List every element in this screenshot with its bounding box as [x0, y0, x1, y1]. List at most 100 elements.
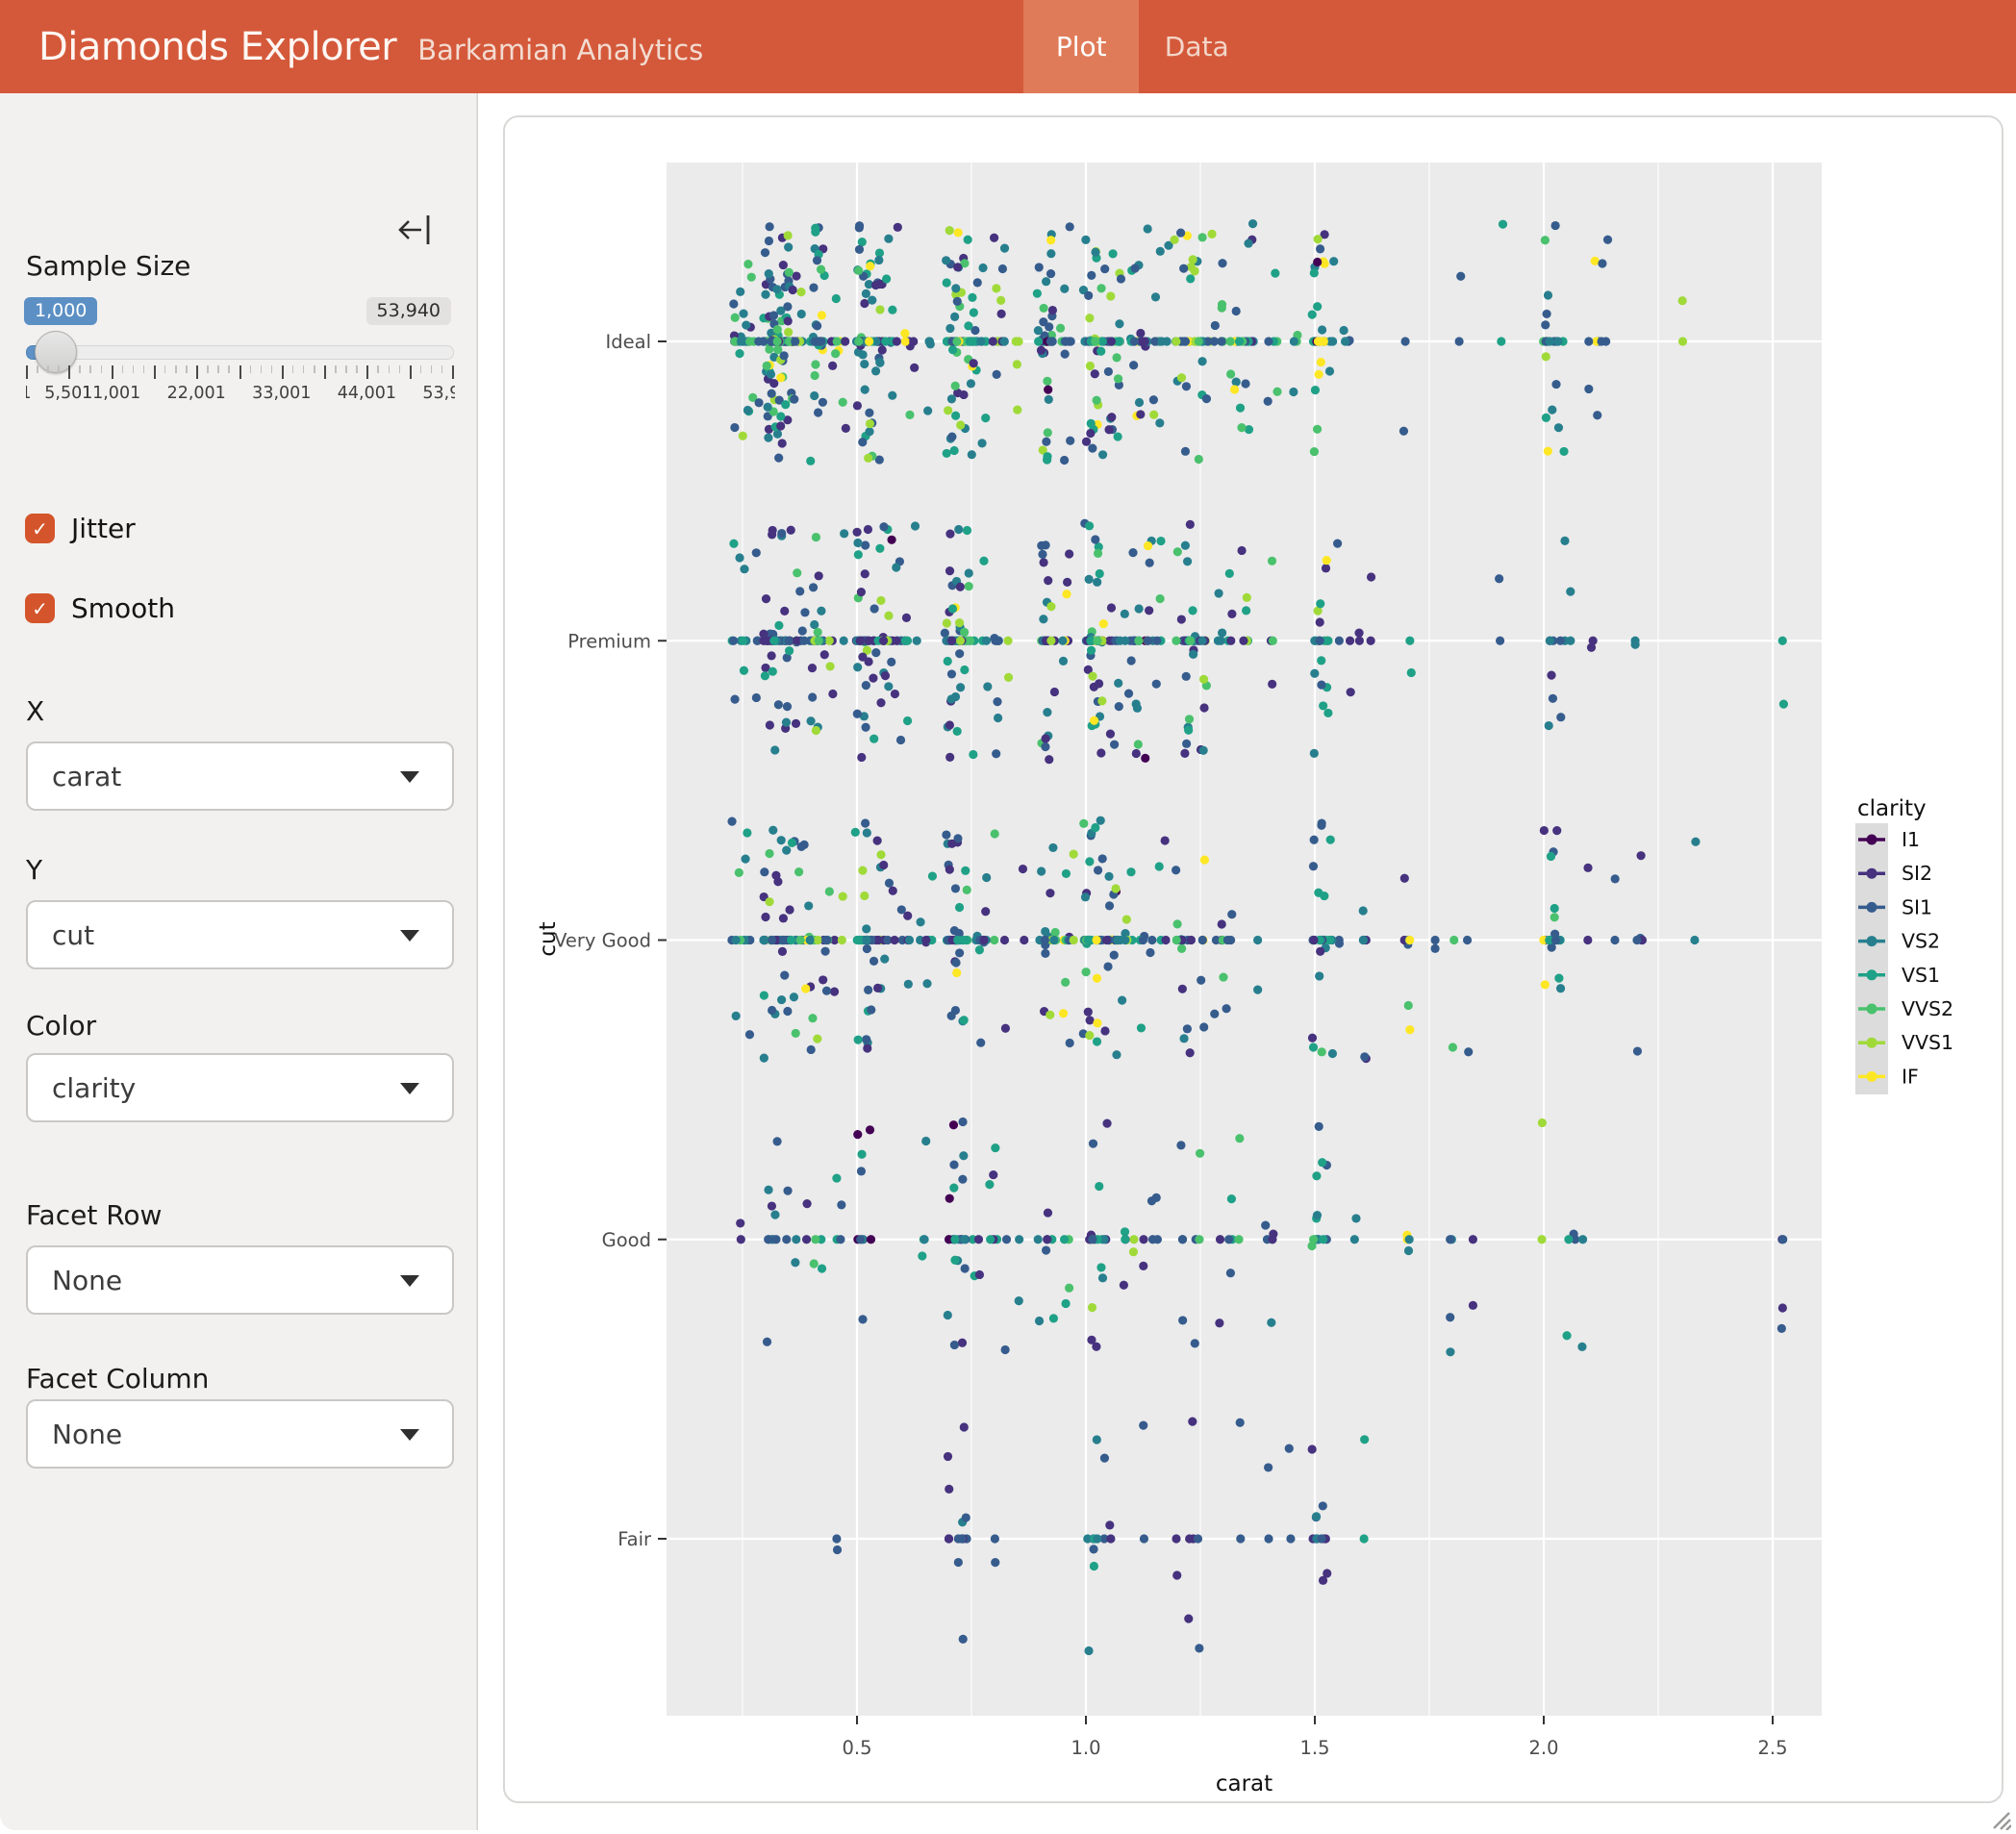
slider-value-badge: 1,000 [24, 297, 98, 325]
slider-grid-tick [249, 365, 252, 373]
tab-plot[interactable]: Plot [1023, 0, 1140, 93]
slider-max-badge: 53,940 [365, 297, 451, 325]
slider-grid-tick [239, 365, 241, 379]
x-select[interactable]: carat [26, 741, 454, 811]
slider-grid-tick [441, 365, 443, 373]
slider-grid-tick [100, 365, 103, 373]
slider-grid-tick [314, 365, 315, 373]
legend-label: VVS2 [1902, 997, 1953, 1020]
svg-text:Premium: Premium [567, 630, 651, 652]
svg-text:Good: Good [602, 1229, 651, 1251]
chevron-down-icon [400, 771, 419, 783]
smooth-checkbox[interactable]: ✓ Smooth [25, 592, 175, 624]
main-content: 0.5 1.0 1.5 2.0 2.5 carat Fair Good Very Good Pre… [478, 93, 2016, 1833]
svg-text:Very Good: Very Good [554, 930, 651, 952]
slider-grid-tick [89, 365, 91, 373]
slider-grid-tick [419, 365, 422, 373]
sidebar-collapse-icon[interactable] [396, 210, 439, 250]
slider-grid-tick [452, 365, 454, 379]
app-subtitle: Barkamian Analytics [417, 33, 704, 66]
svg-text:1.0: 1.0 [1071, 1737, 1100, 1759]
slider-grid-tick [111, 365, 113, 379]
svg-text:Ideal: Ideal [606, 331, 652, 353]
resize-grip-icon[interactable] [1986, 1805, 2012, 1831]
slider-grid-tick [377, 365, 379, 373]
legend-key-strip [1855, 823, 1888, 1094]
legend-label: SI2 [1902, 862, 1932, 885]
slider-grid-tick [132, 365, 135, 373]
color-select-label: Color [26, 1010, 97, 1042]
color-select[interactable]: clarity [26, 1053, 454, 1122]
slider-grid-tick [388, 365, 391, 373]
x-axis-title: carat [1216, 1771, 1273, 1796]
y-axis: Fair Good Very Good Premium Ideal [554, 331, 667, 1550]
tab-data[interactable]: Data [1164, 31, 1229, 63]
slider-grid-tick [121, 365, 124, 373]
slider-grid-tick [175, 365, 177, 373]
slider-grid-tick [207, 365, 209, 373]
slider-grid-tick [37, 365, 38, 373]
y-axis-title: cut [536, 921, 561, 956]
slider-grid-label: 22,001 [166, 384, 226, 403]
navbar-brand: Diamonds Explorer Barkamian Analytics [0, 0, 703, 93]
y-select-value: cut [52, 918, 95, 951]
slider-grid-tick [217, 365, 219, 373]
slider-grid-tick [335, 365, 337, 373]
facet-column-select-label: Facet Column [26, 1363, 210, 1394]
svg-text:Fair: Fair [617, 1528, 652, 1550]
slider-grid-tick [186, 365, 188, 373]
app-title: Diamonds Explorer [38, 24, 397, 69]
slider-grid-label: 44,001 [337, 384, 397, 403]
chevron-down-icon [400, 1429, 419, 1441]
slider-grid-tick [409, 365, 412, 379]
slider-grid-tick [324, 365, 327, 379]
facet-column-select-value: None [52, 1418, 123, 1450]
chevron-down-icon [400, 1083, 419, 1094]
slider-grid-tick [153, 365, 156, 379]
slider-grid-tick [398, 365, 401, 373]
points-layer-jitter [727, 219, 1789, 1656]
legend-label: VS2 [1902, 930, 1940, 953]
jitter-checkbox-label: Jitter [71, 513, 136, 544]
svg-text:2.0: 2.0 [1528, 1737, 1558, 1759]
x-axis: 0.5 1.0 1.5 2.0 2.5 [842, 1716, 1788, 1759]
slider-grid-label: 5,501 [44, 384, 93, 403]
sample-size-label: Sample Size [26, 250, 191, 282]
slider-grid-tick [430, 365, 433, 373]
navbar: Diamonds Explorer Barkamian Analytics Pl… [0, 0, 2016, 93]
svg-text:1.5: 1.5 [1299, 1737, 1329, 1759]
smooth-checkbox-label: Smooth [71, 592, 176, 624]
y-select[interactable]: cut [26, 900, 454, 969]
svg-text:2.5: 2.5 [1757, 1737, 1787, 1759]
legend-label: I1 [1902, 828, 1920, 851]
scatter-plot: 0.5 1.0 1.5 2.0 2.5 carat Fair Good Very Good Pre… [536, 163, 1953, 1796]
slider-grid-tick [281, 365, 284, 379]
slider-grid-tick [58, 365, 60, 373]
legend-label: IF [1902, 1065, 1919, 1088]
checkbox-box[interactable]: ✓ [25, 514, 55, 543]
sample-size-slider[interactable] [26, 331, 454, 373]
slider-grid-tick [47, 365, 49, 373]
color-select-value: clarity [52, 1071, 137, 1104]
y-select-label: Y [26, 854, 43, 886]
legend-label: SI1 [1902, 895, 1932, 918]
slider-grid-tick [356, 365, 358, 373]
slider-grid-label: 11,001 [81, 384, 141, 403]
chevron-down-icon [400, 1275, 419, 1287]
facet-row-select[interactable]: None [26, 1245, 454, 1315]
slider-grid-tick [260, 365, 263, 373]
jitter-checkbox[interactable]: ✓ Jitter [25, 513, 136, 544]
checkbox-box[interactable]: ✓ [25, 593, 55, 623]
legend: clarity I1 SI2 SI1 VS2 VS1 VVS2 VVS1 IF [1855, 796, 1953, 1094]
legend-label: VS1 [1902, 964, 1940, 987]
nav-tabs: Plot Data [1023, 0, 1254, 93]
slider-grid-label: 53,940 [422, 384, 455, 403]
svg-text:0.5: 0.5 [842, 1737, 871, 1759]
slider-grid-tick [228, 365, 230, 373]
slider-grid-label: 1 [26, 384, 32, 403]
facet-column-select[interactable]: None [26, 1399, 454, 1469]
